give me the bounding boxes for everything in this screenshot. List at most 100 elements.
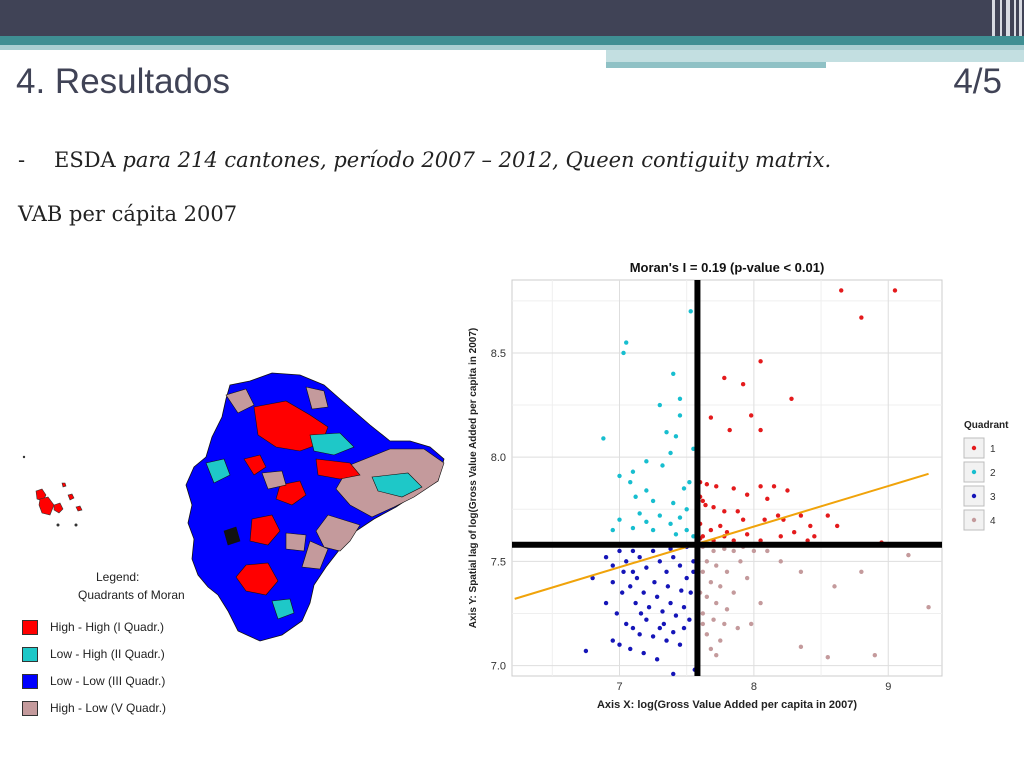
y-axis-label: Axis Y: Spatial lag of log(Gross Value A… bbox=[468, 328, 479, 628]
data-point bbox=[687, 617, 692, 622]
data-point bbox=[610, 527, 615, 533]
bullet-dash: - bbox=[18, 148, 26, 172]
data-point bbox=[825, 513, 830, 518]
data-point bbox=[798, 513, 804, 518]
data-point bbox=[668, 546, 673, 552]
data-point bbox=[630, 548, 636, 554]
data-point bbox=[617, 517, 622, 522]
plot-area bbox=[511, 279, 943, 677]
top-bar bbox=[0, 0, 1024, 36]
x-tick-label: 8 bbox=[751, 681, 757, 693]
data-point bbox=[630, 469, 636, 474]
data-point bbox=[758, 359, 763, 364]
data-point bbox=[926, 605, 931, 610]
data-point bbox=[724, 569, 730, 574]
data-point bbox=[657, 559, 663, 564]
data-point bbox=[718, 638, 723, 643]
data-point bbox=[654, 657, 660, 662]
legend-label: 4 bbox=[990, 516, 996, 527]
data-point bbox=[740, 382, 746, 387]
data-point bbox=[660, 609, 665, 614]
data-point bbox=[758, 538, 763, 543]
data-point bbox=[681, 625, 687, 631]
data-point bbox=[681, 486, 687, 491]
data-point bbox=[704, 482, 710, 487]
data-point bbox=[677, 642, 683, 647]
data-point bbox=[665, 584, 671, 589]
data-point bbox=[664, 429, 669, 435]
data-point bbox=[778, 534, 783, 539]
data-point bbox=[704, 594, 710, 599]
data-point bbox=[825, 655, 830, 660]
legend-label: 3 bbox=[990, 492, 996, 503]
data-point bbox=[657, 625, 663, 631]
data-point bbox=[700, 498, 706, 504]
data-point bbox=[671, 671, 676, 677]
data-point bbox=[722, 621, 727, 627]
data-point bbox=[673, 613, 679, 618]
x-axis-label: Axis X: log(Gross Value Added per capita… bbox=[597, 699, 857, 711]
data-point bbox=[758, 600, 763, 606]
data-point bbox=[731, 486, 736, 491]
data-point bbox=[778, 559, 783, 564]
bullet-lead: ESDA bbox=[54, 148, 123, 172]
data-point bbox=[679, 588, 684, 593]
slide-page-number: 4/5 bbox=[953, 62, 1002, 101]
bullet-rest: para 214 cantones, período 2007 – 2012, … bbox=[122, 148, 832, 172]
legend-label: Low - Low (III Quadr.) bbox=[50, 674, 166, 688]
data-point bbox=[668, 600, 673, 606]
data-point bbox=[614, 611, 620, 616]
legend-key-point bbox=[971, 469, 977, 475]
data-point bbox=[637, 511, 642, 516]
data-point bbox=[808, 523, 813, 529]
data-point bbox=[628, 584, 633, 589]
y-tick-label: 8.0 bbox=[491, 452, 506, 464]
data-point bbox=[704, 559, 710, 564]
data-point bbox=[630, 569, 636, 574]
legend-key-point bbox=[971, 493, 977, 499]
data-point bbox=[630, 625, 636, 631]
header-band-light bbox=[0, 45, 1024, 50]
data-point bbox=[688, 590, 693, 595]
data-point bbox=[590, 575, 595, 581]
data-point bbox=[711, 548, 716, 554]
data-point bbox=[671, 371, 676, 376]
data-point bbox=[859, 315, 864, 320]
data-point bbox=[703, 502, 708, 508]
data-point bbox=[735, 625, 740, 631]
data-point bbox=[664, 569, 669, 574]
data-point bbox=[684, 507, 689, 512]
legend-swatch bbox=[22, 674, 38, 689]
data-point bbox=[633, 494, 638, 499]
data-point bbox=[708, 580, 714, 585]
data-point bbox=[610, 580, 615, 585]
data-point bbox=[677, 413, 683, 418]
legend-title: Quadrant bbox=[964, 420, 1009, 431]
data-point bbox=[644, 459, 649, 464]
data-point bbox=[711, 504, 716, 510]
legend-label: High - High (I Quadr.) bbox=[50, 620, 165, 634]
legend-key-point bbox=[971, 445, 977, 451]
data-point bbox=[617, 473, 622, 479]
data-point bbox=[740, 517, 746, 522]
data-point bbox=[650, 548, 656, 554]
data-point bbox=[583, 648, 589, 654]
subheading: VAB per cápita 2007 bbox=[18, 202, 238, 226]
data-point bbox=[714, 563, 719, 568]
y-tick-label: 7.0 bbox=[491, 661, 506, 673]
data-point bbox=[601, 436, 606, 441]
data-point bbox=[727, 427, 732, 433]
data-point bbox=[644, 617, 649, 622]
data-point bbox=[744, 575, 750, 581]
data-point bbox=[641, 650, 646, 656]
data-point bbox=[617, 642, 622, 647]
data-point bbox=[650, 498, 656, 504]
data-point bbox=[677, 563, 683, 568]
data-point bbox=[765, 548, 770, 554]
chart-title: Moran's I = 0.19 (p-value < 0.01) bbox=[630, 260, 825, 275]
data-point bbox=[748, 621, 754, 627]
data-point bbox=[628, 646, 633, 652]
data-point bbox=[714, 652, 719, 658]
data-point bbox=[671, 500, 676, 506]
data-point bbox=[617, 548, 622, 554]
